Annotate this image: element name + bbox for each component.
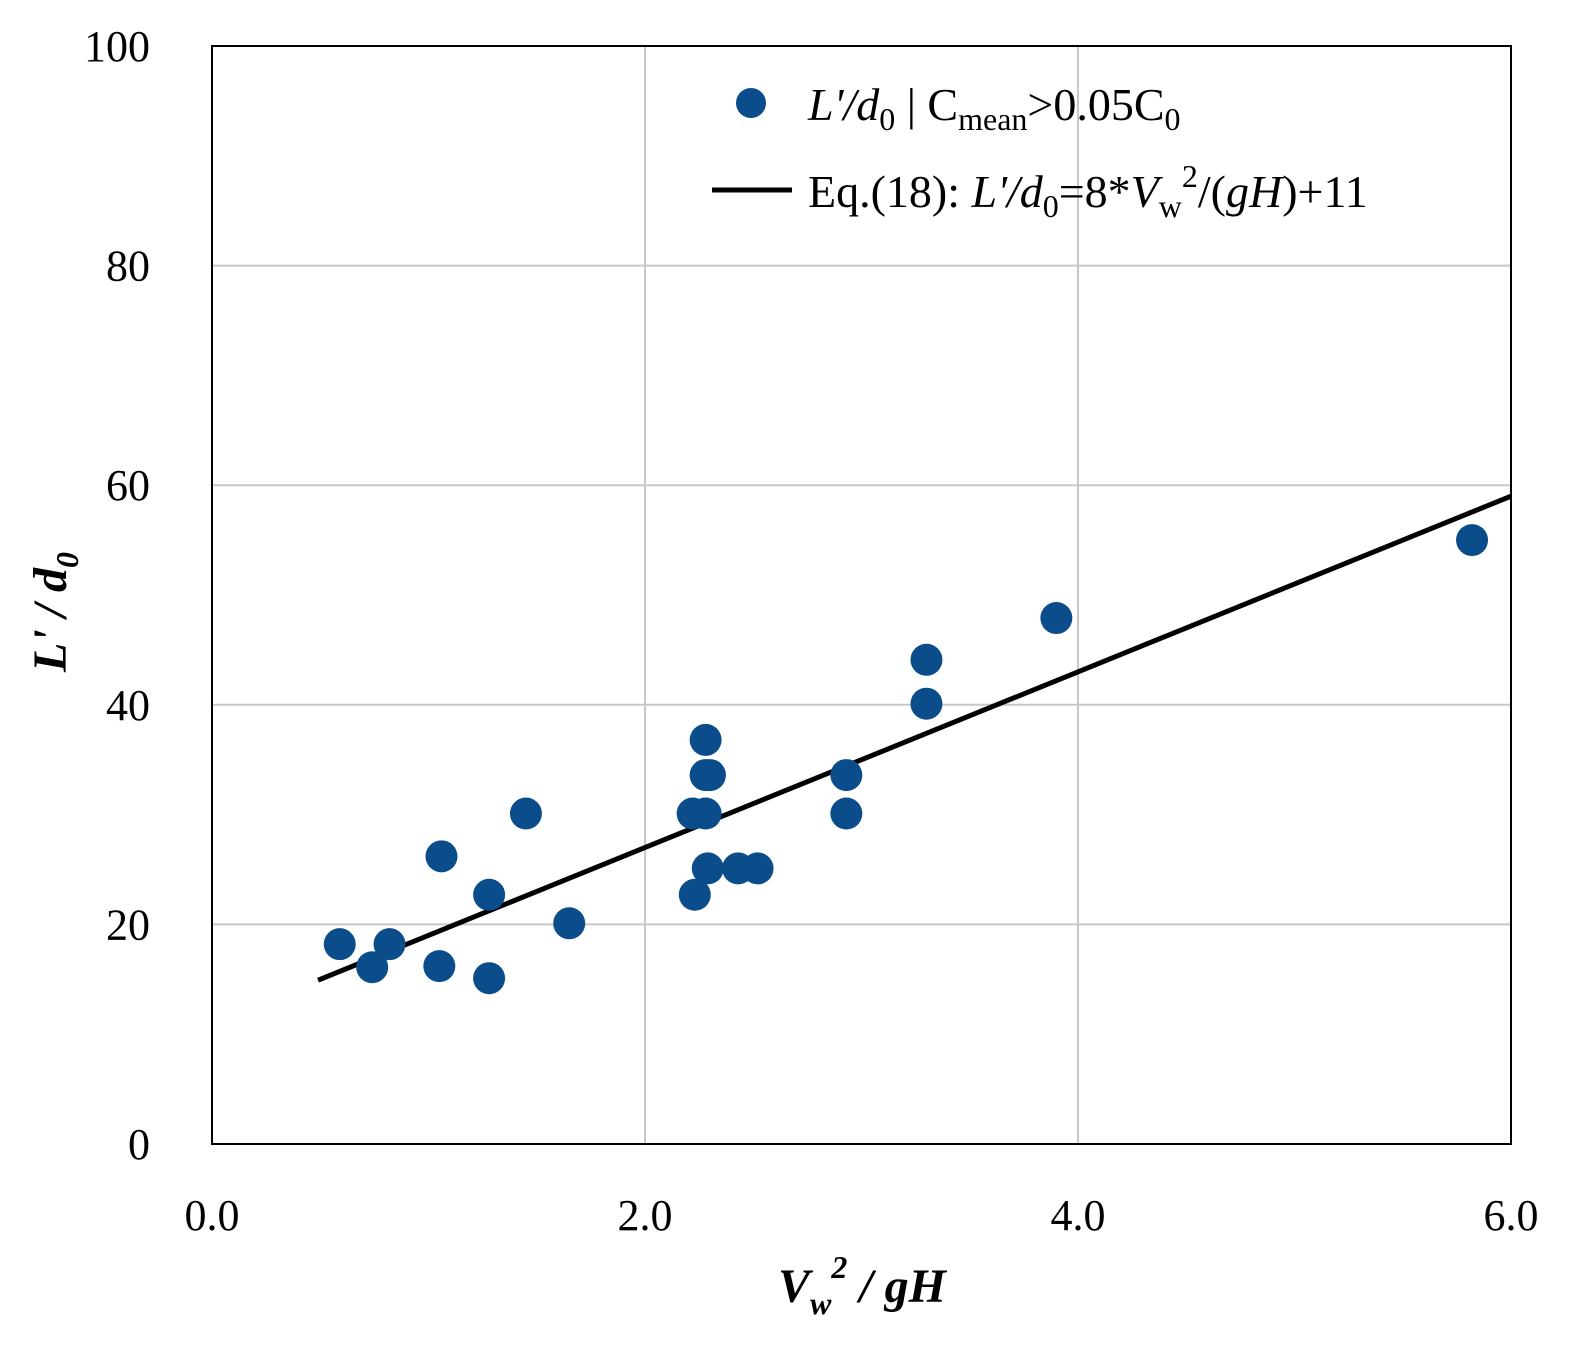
- legend-line-part6: gH: [1226, 166, 1285, 217]
- legend-label-line: Eq.(18): L'/d0=8*Vw2/(gH)+11: [808, 158, 1368, 224]
- legend-line-part5: /(: [1198, 166, 1226, 217]
- legend-scatter-part1-sub: 0: [879, 101, 895, 137]
- y-tick-label: 100: [84, 22, 150, 71]
- scatter-point: [356, 951, 389, 984]
- plot-area-frame: [211, 45, 1512, 1145]
- legend-line-part4: V: [1131, 166, 1164, 217]
- y-axis-title-sub: 0: [49, 552, 85, 568]
- legend-line-part4-sub: w: [1159, 188, 1182, 224]
- y-gridlines: [212, 264, 1511, 926]
- scatter-point: [509, 797, 542, 830]
- scatter-point: [693, 759, 726, 792]
- scatter-point: [910, 643, 943, 676]
- x-gridlines: [644, 46, 1079, 1144]
- legend-line-part4-sup: 2: [1182, 158, 1198, 194]
- scatter-point: [423, 950, 456, 983]
- scatter-point: [553, 907, 586, 940]
- y-tick-label: 80: [106, 242, 150, 291]
- x-axis-title: Vw2 / gH: [778, 1249, 948, 1321]
- y-tick-label: 20: [106, 900, 150, 949]
- legend-line-part3: =8*: [1059, 166, 1131, 217]
- scatter-point: [689, 797, 722, 830]
- scatter-point: [425, 840, 458, 873]
- scatter-point: [373, 928, 406, 961]
- y-tick-label: 60: [106, 461, 150, 510]
- legend-scatter-part3-sub: 0: [1165, 101, 1181, 137]
- y-axis-title: L' / d0: [24, 552, 85, 673]
- legend-scatter-part3: >0.05C: [1027, 79, 1164, 130]
- scatter-point: [830, 759, 863, 792]
- x-tick-label: 4.0: [1051, 1191, 1106, 1240]
- scatter-point: [473, 878, 506, 911]
- scatter-point: [678, 878, 711, 911]
- scatter-point: [1040, 602, 1073, 635]
- x-tick-label: 0.0: [185, 1191, 240, 1240]
- x-axis-title-sub: w: [810, 1285, 832, 1321]
- scatter-point: [473, 962, 506, 995]
- scatter-point: [830, 797, 863, 830]
- y-tick-label: 0: [128, 1120, 150, 1169]
- x-tick-labels: 0.0 2.0 4.0 6.0: [185, 1191, 1539, 1240]
- x-tick-label: 6.0: [1484, 1191, 1539, 1240]
- scatter-points: [323, 524, 1489, 995]
- y-tick-label: 40: [106, 681, 150, 730]
- legend-scatter-part2: | C: [895, 79, 958, 130]
- scatter-point: [691, 852, 724, 885]
- x-axis-title-sup: 2: [830, 1249, 847, 1285]
- x-axis-title-rest: / gH: [847, 1260, 947, 1313]
- y-axis-title-base: L' / d: [24, 567, 77, 673]
- fit-line: [317, 493, 1512, 983]
- legend-line-part2: L'/d: [971, 166, 1044, 217]
- y-tick-labels: 0 20 40 60 80 100: [84, 22, 150, 1169]
- legend-line-part1: Eq.(18):: [808, 166, 972, 217]
- scatter-point: [323, 928, 356, 961]
- legend-line-part2-sub: 0: [1043, 188, 1059, 224]
- scatter-point: [910, 687, 943, 720]
- legend-line-part7: )+11: [1282, 166, 1368, 217]
- scatter-point: [741, 852, 774, 885]
- legend-marker-scatter: [736, 88, 766, 118]
- legend: L'/d0 | Cmean>0.05C0 Eq.(18): L'/d0=8*Vw…: [712, 79, 1368, 224]
- legend-scatter-part1: L'/d: [807, 79, 880, 130]
- legend-label-scatter: L'/d0 | Cmean>0.05C0: [807, 79, 1181, 137]
- legend-scatter-part2-sub: mean: [958, 101, 1027, 137]
- scatter-point: [689, 723, 722, 756]
- x-axis-title-base: V: [778, 1260, 814, 1313]
- scatter-point: [1456, 524, 1489, 557]
- x-tick-label: 2.0: [618, 1191, 673, 1240]
